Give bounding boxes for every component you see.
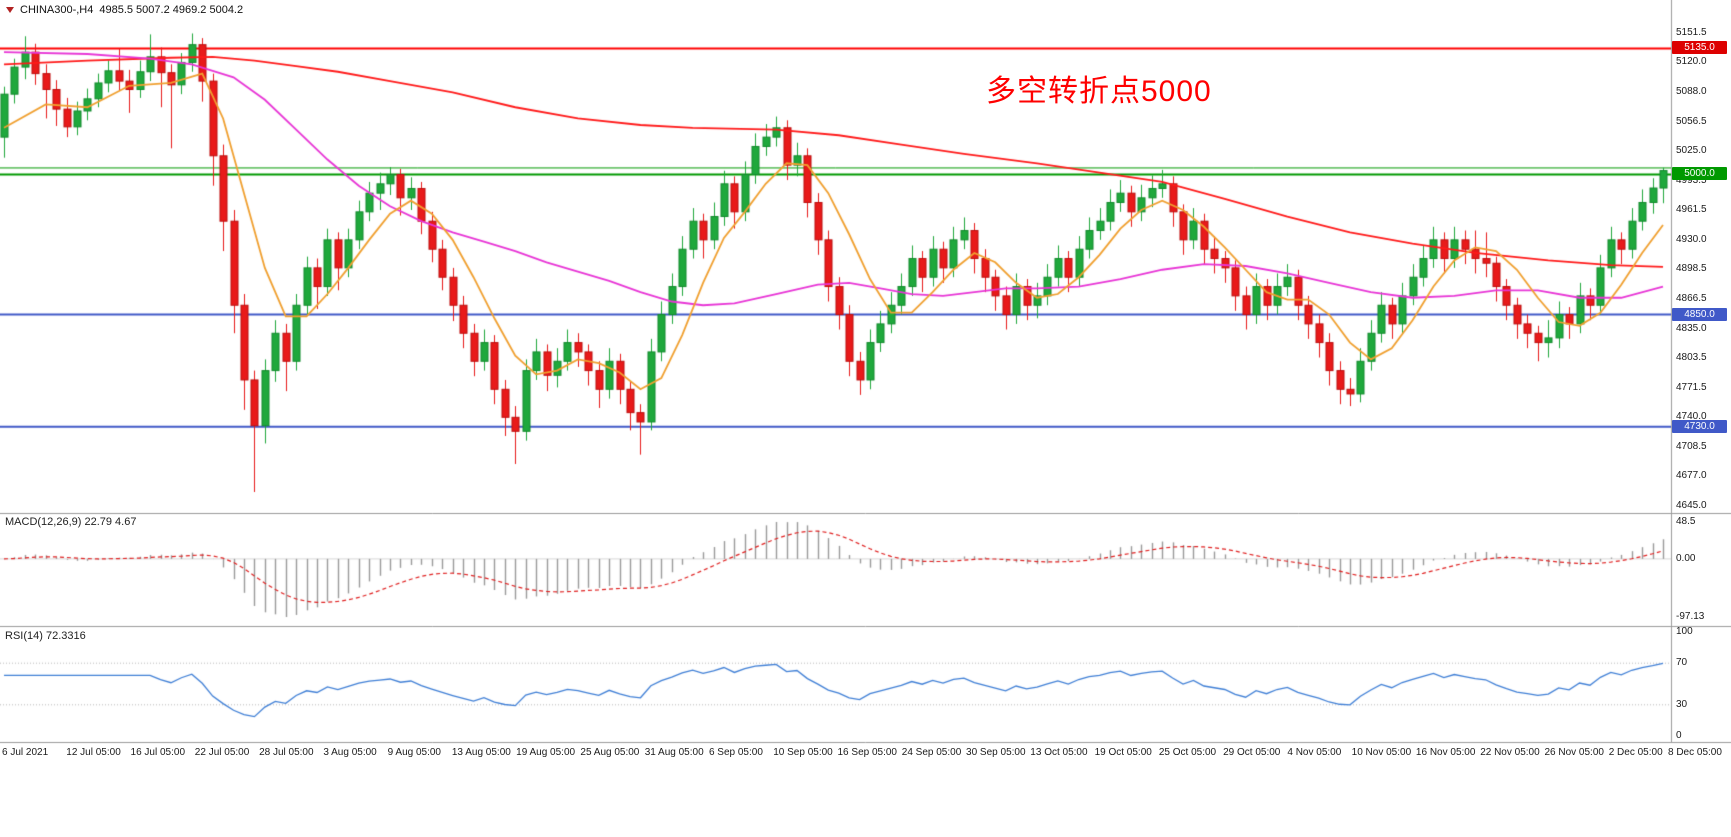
time-axis-label: 10 Sep 05:00 [773, 747, 833, 758]
price-axis-label: 5151.5 [1676, 27, 1707, 38]
price-axis-label: 5056.5 [1676, 115, 1707, 127]
price-axis-label: 4961.5 [1676, 204, 1707, 216]
price-line-badge: 5000.0 [1672, 167, 1727, 181]
price-axis-label: 5088.0 [1676, 86, 1707, 98]
time-axis-label: 3 Aug 05:00 [323, 747, 377, 758]
time-axis-label: 28 Jul 05:00 [259, 747, 314, 758]
time-axis-label: 26 Nov 05:00 [1544, 747, 1604, 758]
time-axis-label: 16 Nov 05:00 [1415, 747, 1476, 758]
price-line-badge: 4730.0 [1672, 419, 1727, 433]
time-axis-label: 31 Aug 05:00 [644, 747, 704, 758]
macd-axis-label: 0.00 [1676, 552, 1696, 564]
time-axis-label: 22 Jul 05:00 [194, 747, 250, 758]
time-axis-label: 29 Oct 05:00 [1223, 747, 1281, 758]
time-axis-label: 30 Sep 05:00 [966, 747, 1026, 758]
time-axis-label: 19 Oct 05:00 [1094, 747, 1152, 758]
price-scale[interactable]: 5151.5 5120.0 5088.0 5056.5 5025.0 4993.5 4961… [1671, 0, 1731, 742]
time-axis-label: 6 Sep 05:00 [708, 747, 763, 758]
rsi-axis-label: 100 [1676, 626, 1693, 637]
time-axis-label: 13 Aug 05:00 [451, 747, 511, 758]
price-axis-label: 4930.0 [1676, 233, 1707, 245]
time-axis-label: 2 Dec 05:00 [1608, 747, 1663, 758]
time-axis-label: 25 Oct 05:00 [1158, 747, 1217, 758]
time-axis-label: 9 Aug 05:00 [387, 747, 441, 758]
price-axis-label: 4771.5 [1676, 381, 1707, 393]
time-axis-label: 10 Nov 05:00 [1351, 747, 1412, 758]
time-axis-label: 8 Dec 05:00 [1668, 747, 1722, 758]
price-axis-label: 4803.5 [1676, 351, 1707, 363]
price-axis-label: 4835.0 [1676, 322, 1707, 334]
price-axis-label: 4677.0 [1676, 470, 1707, 482]
price-line-badge: 5135.0 [1672, 41, 1727, 55]
time-axis-label: 16 Jul 05:00 [130, 747, 186, 758]
time-axis-label: 22 Nov 05:00 [1480, 747, 1540, 758]
price-axis-label: 4645.0 [1676, 500, 1707, 512]
rsi-axis-label: 0 [1676, 730, 1682, 741]
price-axis-label: 4866.5 [1676, 293, 1707, 305]
time-axis-label: 4 Nov 05:00 [1287, 747, 1342, 758]
rsi-axis-label: 70 [1676, 657, 1688, 669]
time-axis-label: 19 Aug 05:00 [516, 747, 576, 758]
time-axis-label: 16 Sep 05:00 [837, 747, 898, 758]
time-axis-label: 13 Oct 05:00 [1030, 747, 1088, 758]
time-scale[interactable]: 6 Jul 2021 12 Jul 05:00 16 Jul 05:00 22 Jul… [0, 747, 1731, 769]
price-axis-label: 5120.0 [1676, 56, 1707, 68]
time-axis-label: 6 Jul 2021 [2, 747, 49, 758]
price-axis-label: 5025.0 [1676, 145, 1707, 157]
price-line-badge: 4850.0 [1672, 307, 1727, 321]
rsi-axis-label: 30 [1676, 698, 1688, 710]
macd-axis-label: -97.13 [1676, 611, 1705, 622]
time-axis-label: 24 Sep 05:00 [901, 747, 962, 758]
price-axis-label: 4708.5 [1676, 440, 1707, 452]
price-axis-label: 4993.5 [1676, 174, 1707, 186]
time-axis-label: 12 Jul 05:00 [66, 747, 121, 758]
price-axis-label: 4898.5 [1676, 263, 1707, 275]
price-axis-label: 4740.0 [1676, 411, 1707, 423]
macd-axis-label: 48.5 [1676, 516, 1696, 527]
time-axis-label: 25 Aug 05:00 [580, 747, 640, 758]
